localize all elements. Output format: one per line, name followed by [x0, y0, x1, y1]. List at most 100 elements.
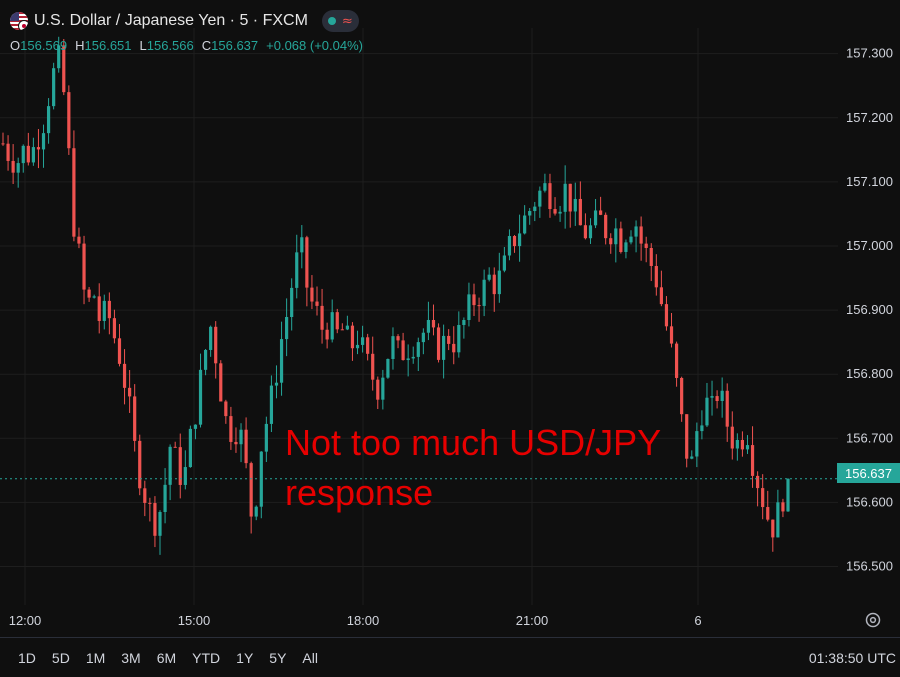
symbol-title[interactable]: U.S. Dollar / Japanese Yen · 5 · FXCM [34, 12, 308, 29]
candle [766, 490, 770, 522]
candle [730, 411, 734, 460]
candle [259, 451, 263, 519]
range-button-5d[interactable]: 5D [51, 650, 70, 666]
candle [644, 236, 648, 263]
candle [700, 410, 704, 440]
candle [517, 214, 522, 262]
candle [26, 132, 30, 166]
candle [274, 365, 279, 399]
candle [214, 321, 218, 379]
candle [472, 283, 476, 317]
range-button-3m[interactable]: 3M [121, 650, 141, 666]
candle [497, 252, 501, 303]
candle [669, 313, 674, 348]
candle [376, 376, 380, 409]
status-pill[interactable]: ≈ [321, 10, 359, 32]
candle [715, 390, 719, 409]
candle [680, 376, 684, 422]
utc-clock[interactable]: 01:38:50 UTC [808, 650, 896, 666]
candle [97, 283, 101, 334]
candle [188, 425, 192, 468]
open-value: 156.569 [20, 38, 68, 53]
range-button-ytd[interactable]: YTD [192, 650, 221, 666]
candle [583, 213, 588, 240]
range-button-1d[interactable]: 1D [18, 650, 36, 666]
candle [558, 205, 562, 222]
candle [457, 311, 461, 358]
candle [720, 377, 724, 418]
candle [391, 327, 395, 370]
candle [426, 301, 431, 341]
candle [548, 173, 552, 218]
x-tick-label: 18:00 [347, 613, 380, 628]
settings-gear-icon[interactable] [864, 611, 882, 629]
range-button-6m[interactable]: 6M [156, 650, 177, 666]
candle [442, 324, 446, 379]
candle [761, 474, 765, 520]
candle [421, 328, 425, 355]
candle [173, 441, 177, 448]
candle [168, 444, 172, 501]
candle [224, 399, 228, 424]
candle [102, 294, 106, 330]
candle [295, 234, 299, 299]
candle [305, 235, 309, 307]
candle [371, 336, 375, 391]
candle [122, 349, 127, 405]
y-tick-label: 156.800 [846, 366, 893, 381]
candle [234, 427, 238, 453]
range-button-5y[interactable]: 5Y [269, 650, 287, 666]
candle [411, 346, 415, 364]
candle [360, 325, 365, 353]
candle [756, 471, 760, 507]
range-button-1m[interactable]: 1M [85, 650, 106, 666]
candle [745, 435, 750, 454]
range-button-all[interactable]: All [302, 650, 318, 666]
chart-header: U.S. Dollar / Japanese Yen · 5 · FXCM ≈ [10, 8, 359, 34]
high-value: 156.651 [84, 38, 132, 53]
candle [315, 286, 319, 316]
candle [386, 358, 390, 379]
candle [340, 323, 344, 331]
candle [87, 286, 91, 302]
low-label: L [139, 38, 147, 53]
candle [279, 321, 284, 396]
candle [781, 498, 785, 518]
close-label: C [201, 38, 212, 53]
range-button-1y[interactable]: 1Y [236, 650, 254, 666]
candle [695, 422, 699, 468]
candle [325, 322, 329, 349]
candle [553, 197, 557, 216]
candle [269, 375, 274, 433]
candle [107, 292, 111, 335]
candle [46, 98, 51, 144]
candle [52, 62, 56, 110]
y-tick-label: 157.300 [846, 46, 893, 61]
chart-annotation: Not too much USD/JPY response [285, 418, 661, 518]
time-axis: 12:00 15:00 18:00 21:00 6 [9, 613, 702, 628]
candle [563, 165, 567, 229]
candle [609, 233, 613, 254]
candle [158, 510, 162, 555]
candle [492, 267, 496, 312]
y-tick-label: 156.900 [846, 302, 893, 317]
candle [543, 173, 547, 193]
candle [431, 304, 436, 336]
x-tick-label: 6 [694, 613, 701, 628]
x-tick-label: 21:00 [516, 613, 549, 628]
candle [776, 489, 780, 538]
y-tick-label: 156.700 [846, 430, 893, 445]
bottom-toolbar: 1D 5D 1M 3M 6M YTD 1Y 5Y All 01:38:50 UTC [0, 637, 900, 677]
candle [57, 36, 61, 73]
candle [750, 426, 755, 488]
candle [138, 434, 142, 496]
candle [264, 416, 268, 463]
candle [36, 129, 41, 169]
candle [198, 353, 203, 428]
candle [143, 480, 147, 517]
candle [203, 348, 208, 376]
candle [599, 196, 603, 216]
candle [41, 124, 46, 168]
candle [705, 382, 709, 428]
